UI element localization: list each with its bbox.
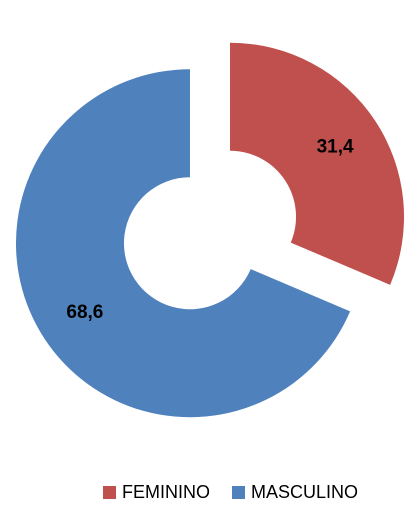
data-label-feminino: 31,4	[317, 136, 354, 157]
legend-label-masculino: MASCULINO	[250, 482, 358, 502]
data-label-masculino: 68,6	[66, 302, 103, 323]
legend-swatch-masculino	[231, 486, 245, 499]
slice-masculino	[15, 69, 351, 418]
legend-item-feminino: FEMININO	[102, 482, 210, 503]
legend-label-feminino: FEMININO	[121, 482, 210, 502]
legend-item-masculino: MASCULINO	[231, 482, 358, 503]
slice-feminino	[230, 42, 405, 285]
legend-swatch-feminino	[102, 486, 116, 499]
chart-legend: FEMININO MASCULINO	[0, 482, 419, 503]
